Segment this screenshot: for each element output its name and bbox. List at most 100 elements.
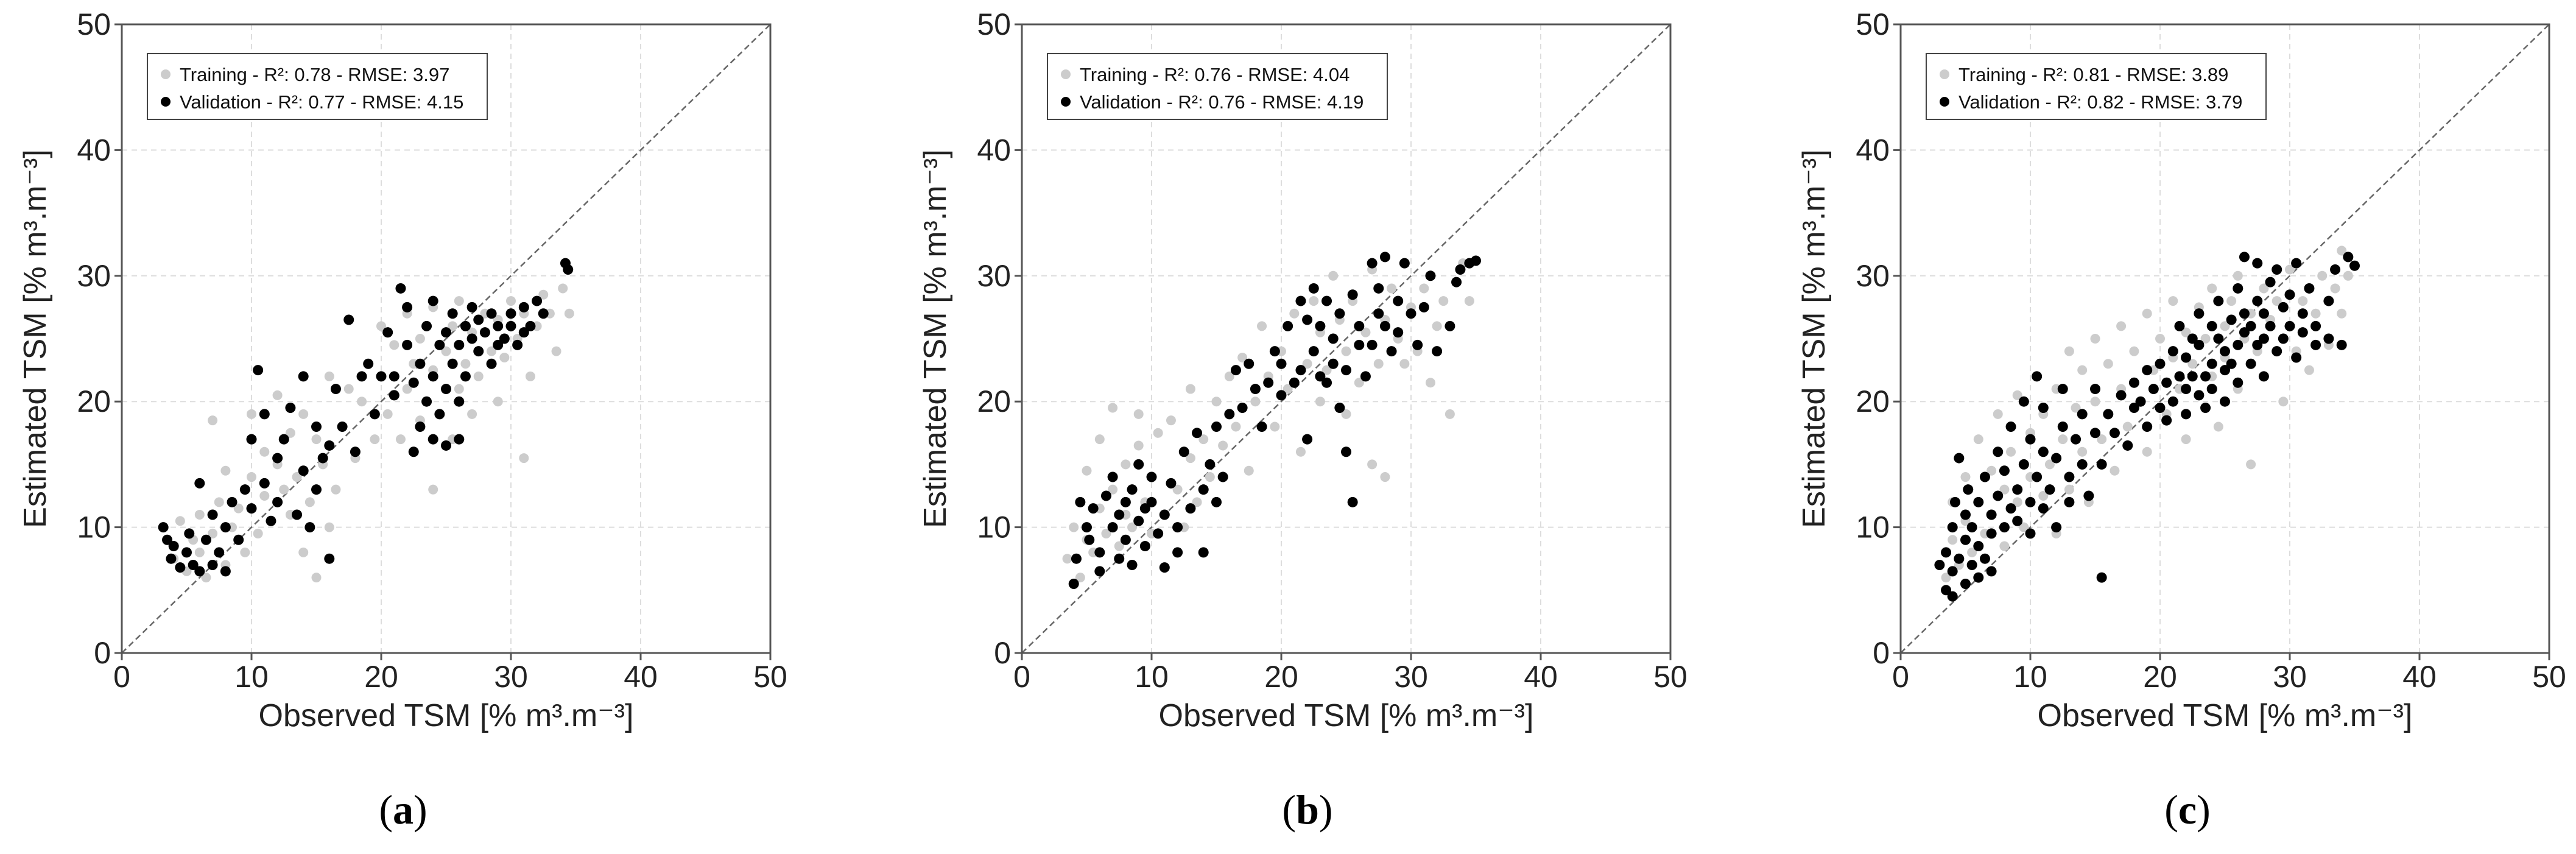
data-point [2245,358,2256,369]
data-point [389,390,399,401]
data-point [1986,566,1997,577]
y-tick-label: 50 [977,7,1011,41]
data-point [1960,578,1971,589]
data-point [1237,403,1248,414]
data-point [454,434,465,445]
data-point [162,534,173,545]
data-point [518,327,529,338]
data-point [1393,327,1404,338]
x-tick-label: 30 [1394,660,1428,694]
data-point [2116,390,2127,401]
chart-panel-1: 0 10 20 30 40 50 0 10 20 30 40 50 Observed TSM [% m³… [18,7,787,733]
data-point [2252,258,2263,269]
data-point [2194,339,2205,350]
data-point [2337,245,2347,256]
data-point [460,320,471,331]
data-point [2258,308,2269,319]
data-point [428,484,438,495]
data-point [1250,397,1261,407]
data-point [1139,541,1150,552]
data-point [402,339,413,350]
data-point [2135,396,2146,407]
data-point [1094,547,1105,558]
data-point [1999,465,2010,476]
data-point [2220,321,2230,331]
data-point [1270,422,1280,432]
legend: Training - R²: 0.76 - RMSE: 4.04 Validati… [1047,53,1388,120]
data-point [1393,295,1404,306]
data-point [421,396,432,407]
data-point [1062,554,1072,564]
data-point [2032,371,2043,382]
data-point [2310,339,2321,350]
data-point [2291,352,2302,363]
x-tick-label: 20 [1264,660,1298,694]
data-point [1276,358,1287,369]
data-point [1960,472,1971,482]
data-point [1354,378,1364,388]
data-point [1321,295,1332,306]
data-point [415,358,426,369]
data-point [311,484,322,495]
data-point [1966,560,1977,571]
data-point [1334,403,1345,414]
data-point [1120,496,1131,507]
data-point [2018,459,2029,470]
data-point [2200,371,2211,382]
data-point [2103,409,2114,420]
data-point [2019,522,2029,532]
data-point [2155,358,2166,369]
data-point [2336,339,2347,350]
data-point [2187,371,2198,382]
data-point [247,472,256,482]
data-point [395,434,406,445]
data-point [454,339,465,350]
data-point [2213,333,2224,344]
data-point [1211,496,1222,507]
data-point [1432,321,1442,331]
data-point [324,553,335,564]
data-point [330,384,341,395]
data-point [538,289,549,300]
x-tick-label: 40 [2402,660,2437,694]
data-point [1445,320,1455,331]
identity-line [121,24,771,654]
data-point [2304,365,2314,375]
data-point [1367,459,1378,470]
data-point [259,478,270,489]
data-point [220,465,231,476]
data-point [1406,308,1416,319]
data-point [214,547,225,558]
data-point [1114,541,1124,551]
data-point [479,327,490,338]
data-point [1373,359,1384,369]
data-point [298,547,309,557]
data-point [207,560,218,571]
data-point [1185,453,1195,464]
data-point [1979,471,1990,482]
data-point [1341,365,1351,376]
data-point [473,314,484,325]
data-point [2252,295,2263,306]
data-point [1269,346,1280,357]
data-point [1205,472,1215,482]
x-tick-label: 30 [2273,660,2307,694]
data-point [382,409,393,419]
chart-panel-3: 0 10 20 30 40 50 0 10 20 30 40 50 Observed TSM [% m³… [1797,7,2566,733]
y-tick-label: 20 [1856,384,1890,418]
data-point [2025,496,2036,507]
data-point [1192,428,1203,439]
panels: 0 10 20 30 40 50 0 10 20 30 40 50 Observed TSM [% m³… [18,7,2566,733]
legend-box [1047,53,1388,120]
data-point [2103,359,2113,369]
data-point [1075,496,1086,507]
data-point [2330,283,2340,294]
data-point [2077,446,2088,457]
data-point [1108,403,1118,413]
data-point [2233,339,2243,350]
data-point [1094,434,1105,445]
data-point [168,541,179,552]
data-point [2064,471,2075,482]
data-point [1198,484,1209,495]
data-point [2265,320,2276,331]
